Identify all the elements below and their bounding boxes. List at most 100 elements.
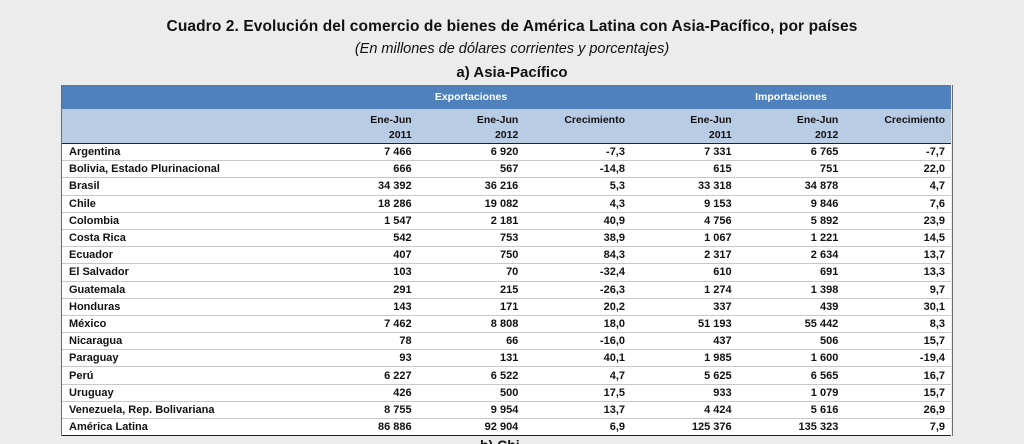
value-cell: 33 318 bbox=[631, 177, 738, 196]
value-cell: 13,7 bbox=[524, 401, 631, 420]
value-cell: 5 616 bbox=[737, 401, 845, 420]
value-cell: 2 317 bbox=[631, 246, 738, 265]
table-row: Bolivia, Estado Plurinacional 666 567 -14,8… bbox=[61, 160, 951, 179]
total-value-cell: 86 886 bbox=[311, 417, 418, 437]
group-header-row: Exportaciones Importaciones bbox=[61, 85, 951, 109]
table-row: México 7 462 8 808 18,0 51 193 55 442 8,3 bbox=[61, 315, 951, 334]
value-cell: 610 bbox=[631, 263, 738, 282]
value-cell: 500 bbox=[417, 384, 525, 402]
country-cell: Colombia bbox=[61, 212, 311, 230]
table-row: Guatemala 291 215 -26,3 1 274 1 398 9,7 bbox=[61, 281, 951, 299]
column-header: Crecimiento bbox=[844, 109, 951, 144]
value-cell: 38,9 bbox=[524, 229, 631, 248]
table-row: Chile 18 286 19 082 4,3 9 153 9 846 7,6 bbox=[61, 195, 951, 213]
value-cell: 291 bbox=[311, 281, 418, 299]
value-cell: 93 bbox=[311, 349, 418, 368]
value-cell: 7 466 bbox=[311, 142, 418, 162]
value-cell: 1 274 bbox=[631, 281, 738, 299]
column-header-line2: 2011 bbox=[388, 129, 412, 141]
value-cell: 4,7 bbox=[524, 366, 631, 385]
value-cell: -19,4 bbox=[844, 349, 951, 368]
country-cell: Chile bbox=[61, 195, 311, 213]
table-row: Perú 6 227 6 522 4,7 5 625 6 565 16,7 bbox=[61, 366, 951, 385]
value-cell: -7,7 bbox=[844, 142, 951, 162]
value-cell: 14,5 bbox=[844, 229, 951, 248]
column-header-line1: Crecimiento bbox=[564, 114, 625, 126]
value-cell: 7 462 bbox=[311, 315, 418, 334]
column-header-line1: Ene-Jun bbox=[796, 114, 839, 126]
value-cell: 36 216 bbox=[417, 177, 525, 196]
value-cell: 40,9 bbox=[524, 212, 631, 230]
value-cell: 5 625 bbox=[631, 366, 738, 385]
column-header-line1: Crecimiento bbox=[884, 114, 945, 126]
country-cell: Bolivia, Estado Plurinacional bbox=[61, 160, 311, 179]
country-cell: Venezuela, Rep. Bolivariana bbox=[61, 401, 311, 420]
table-row: Argentina 7 466 6 920 -7,3 7 331 6 765 -7,7 bbox=[61, 142, 951, 162]
total-value-cell: 135 323 bbox=[737, 417, 845, 437]
value-cell: 30,1 bbox=[844, 298, 951, 316]
value-cell: -14,8 bbox=[524, 160, 631, 179]
table-title: Cuadro 2. Evolución del comercio de bien… bbox=[166, 18, 858, 35]
value-cell: 22,0 bbox=[844, 160, 951, 179]
country-cell: Honduras bbox=[61, 298, 311, 316]
value-cell: 103 bbox=[311, 263, 418, 282]
total-value-cell: 92 904 bbox=[417, 417, 525, 437]
value-cell: 6 565 bbox=[737, 366, 845, 385]
value-cell: 6 227 bbox=[311, 366, 418, 385]
table-row: Ecuador 407 750 84,3 2 317 2 634 13,7 bbox=[61, 246, 951, 265]
value-cell: 426 bbox=[311, 384, 418, 402]
column-header-line1: Ene-Jun bbox=[690, 114, 732, 126]
trade-table-container: Exportaciones Importaciones Ene-Jun 2011 E… bbox=[61, 85, 951, 437]
country-cell: Guatemala bbox=[61, 281, 311, 299]
value-cell: 34 392 bbox=[311, 177, 418, 196]
value-cell: 19 082 bbox=[417, 195, 525, 213]
value-cell: 9 153 bbox=[631, 195, 738, 213]
value-cell: 1 079 bbox=[737, 384, 845, 402]
value-cell: -32,4 bbox=[524, 263, 631, 282]
value-cell: 750 bbox=[417, 246, 525, 265]
value-cell: 78 bbox=[311, 332, 418, 351]
value-cell: 16,7 bbox=[844, 366, 951, 385]
value-cell: 407 bbox=[311, 246, 418, 265]
column-header-line1: Ene-Jun bbox=[370, 114, 412, 126]
total-value-cell: 125 376 bbox=[631, 417, 738, 437]
total-row: América Latina 86 886 92 904 6,9 125 376 135 … bbox=[61, 417, 951, 437]
column-header-row: Ene-Jun 2011 Ene-Jun 2012 Crecimiento Ene-Jun… bbox=[61, 109, 951, 144]
table-body: Argentina 7 466 6 920 -7,3 7 331 6 765 -7,7 Bol… bbox=[61, 142, 951, 437]
column-header: Ene-Jun 2011 bbox=[311, 109, 418, 144]
table-row: Uruguay 426 500 17,5 933 1 079 15,7 bbox=[61, 384, 951, 402]
value-cell: 615 bbox=[631, 160, 738, 179]
value-cell: 753 bbox=[417, 229, 525, 248]
value-cell: -26,3 bbox=[524, 281, 631, 299]
table-subtitle: (En millones de dólares corrientes y por… bbox=[354, 41, 670, 57]
value-cell: -16,0 bbox=[524, 332, 631, 351]
value-cell: 34 878 bbox=[737, 177, 845, 196]
country-cell: Uruguay bbox=[61, 384, 311, 402]
value-cell: 23,9 bbox=[844, 212, 951, 230]
total-value-cell: 7,9 bbox=[844, 417, 951, 437]
table-row: Honduras 143 171 20,2 337 439 30,1 bbox=[61, 298, 951, 316]
total-label-cell: América Latina bbox=[61, 417, 311, 437]
value-cell: 17,5 bbox=[524, 384, 631, 402]
country-cell: Nicaragua bbox=[61, 332, 311, 351]
table-row: Paraguay 93 131 40,1 1 985 1 600 -19,4 bbox=[61, 349, 951, 368]
value-cell: 1 221 bbox=[737, 229, 845, 248]
total-value-cell: 6,9 bbox=[524, 417, 631, 437]
column-header: Ene-Jun 2012 bbox=[417, 109, 525, 144]
value-cell: 7,6 bbox=[844, 195, 951, 213]
value-cell: 5,3 bbox=[524, 177, 631, 196]
country-cell: Ecuador bbox=[61, 246, 311, 265]
value-cell: 8,3 bbox=[844, 315, 951, 334]
column-header-line1: Ene-Jun bbox=[476, 114, 519, 126]
column-header-line2: 2011 bbox=[708, 129, 732, 141]
table-row: Brasil 34 392 36 216 5,3 33 318 34 878 4,7 bbox=[61, 177, 951, 196]
column-header-line2: 2012 bbox=[814, 129, 839, 141]
value-cell: 8 755 bbox=[311, 401, 418, 420]
table-row: Costa Rica 542 753 38,9 1 067 1 221 14,5 bbox=[61, 229, 951, 248]
value-cell: 15,7 bbox=[844, 332, 951, 351]
column-header: Ene-Jun 2012 bbox=[737, 109, 845, 144]
group-header-imports: Importaciones bbox=[631, 85, 951, 109]
value-cell: 6 920 bbox=[417, 142, 525, 162]
value-cell: 1 398 bbox=[737, 281, 845, 299]
